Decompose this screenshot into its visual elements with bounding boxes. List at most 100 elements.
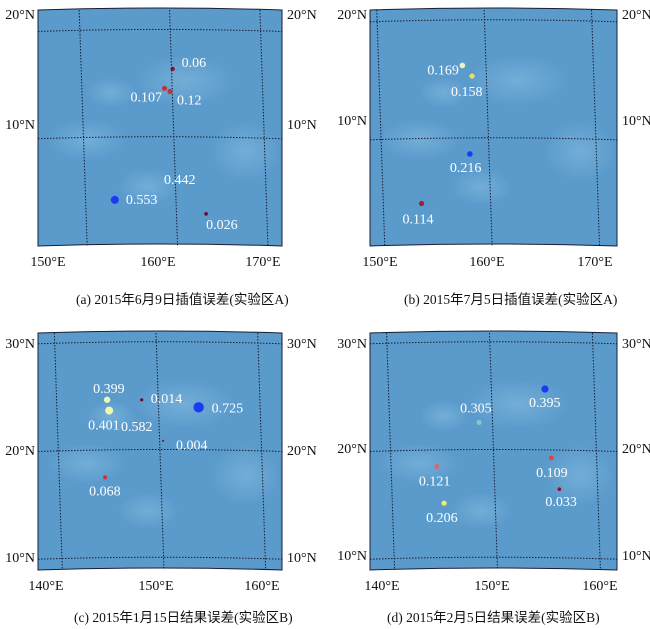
x-tick-label-c-0: 140°E xyxy=(28,579,63,594)
x-tick-label-b-1: 160°E xyxy=(469,255,504,270)
value-label-b-1: 0.158 xyxy=(451,85,483,100)
parallel-d-30 xyxy=(369,341,618,345)
data-point-c-5 xyxy=(103,475,108,480)
meridian-b-150 xyxy=(376,9,386,247)
data-point-c-0 xyxy=(103,396,111,403)
y-tick-label-left-c-0: 30°N xyxy=(5,337,35,352)
data-point-b-3 xyxy=(418,200,425,207)
ocean-texture-a-2 xyxy=(210,121,281,182)
ocean-texture-b-4 xyxy=(419,77,470,108)
ocean-texture-a-3 xyxy=(117,169,178,205)
ocean-texture-b-0 xyxy=(379,119,460,160)
extra-value-label-c-0: 0.582 xyxy=(121,420,153,435)
parallel-d-20 xyxy=(369,449,618,452)
ocean-texture-d-0 xyxy=(379,443,460,484)
ocean-texture-c-4 xyxy=(86,400,137,431)
data-point-c-4 xyxy=(162,439,165,442)
value-label-c-5: 0.068 xyxy=(89,484,121,499)
ocean-texture-d-4 xyxy=(419,400,470,431)
ocean-texture-c-2 xyxy=(210,445,281,506)
ocean-texture-b-1 xyxy=(468,55,569,106)
value-label-a-2: 0.12 xyxy=(177,94,202,109)
value-label-d-4: 0.206 xyxy=(426,511,458,526)
map-panel-c: 0.399 0.014 0.401 0.725 0.004 0.068 0.582 xyxy=(37,330,283,571)
meridian-d-140 xyxy=(386,332,396,571)
meridian-b-170 xyxy=(591,9,601,247)
ocean-texture-a-4 xyxy=(86,77,137,108)
y-tick-label-left-d-2: 10°N xyxy=(337,549,367,564)
parallel-a-10 xyxy=(37,136,283,140)
map-panel-a: 0.06 0.107 0.12 0.553 0.026 0.442 xyxy=(37,7,283,247)
parallel-c-30 xyxy=(37,341,283,345)
parallel-a-20 xyxy=(37,28,283,32)
value-label-b-2: 0.216 xyxy=(450,161,482,176)
parallel-c-20 xyxy=(37,449,283,452)
data-point-d-0 xyxy=(541,385,549,393)
data-point-d-1 xyxy=(476,419,482,426)
y-tick-label-left-a-1: 10°N xyxy=(5,118,35,133)
parallel-b-10 xyxy=(369,137,618,141)
y-tick-label-right-a-0: 20°N xyxy=(287,8,317,23)
value-label-c-1: 0.014 xyxy=(151,392,183,407)
ocean-texture-c-1 xyxy=(134,379,235,430)
y-tick-label-right-d-2: 10°N xyxy=(622,549,650,564)
value-label-a-3: 0.553 xyxy=(126,193,158,208)
data-point-d-5 xyxy=(557,487,562,492)
y-tick-label-left-c-2: 10°N xyxy=(5,551,35,566)
data-point-c-1 xyxy=(140,398,144,402)
value-label-d-5: 0.033 xyxy=(545,495,577,510)
extra-value-label-a-0: 0.442 xyxy=(164,173,196,188)
data-point-c-3 xyxy=(193,402,204,413)
x-tick-label-d-1: 150°E xyxy=(474,579,509,594)
y-tick-label-left-a-0: 20°N xyxy=(5,8,35,23)
x-tick-label-a-2: 170°E xyxy=(245,255,280,270)
parallel-b-20 xyxy=(369,19,618,23)
data-point-a-1 xyxy=(161,85,168,91)
value-label-b-3: 0.114 xyxy=(403,213,434,228)
caption-a: (a) 2015年6月9日插值误差(实验区A) xyxy=(76,292,289,307)
y-tick-label-right-b-0: 20°N xyxy=(622,8,650,23)
value-label-a-4: 0.026 xyxy=(206,218,238,233)
value-label-a-1: 0.107 xyxy=(131,90,163,105)
meridian-c-140 xyxy=(53,332,63,571)
meridian-c-160 xyxy=(257,332,267,571)
value-label-d-0: 0.395 xyxy=(529,396,561,411)
caption-c: (c) 2015年1月15日结果误差(实验区B) xyxy=(74,610,293,625)
data-point-a-3 xyxy=(110,195,119,204)
meridian-a-170 xyxy=(259,9,269,247)
meridian-a-160 xyxy=(169,9,179,247)
y-tick-label-right-b-1: 10°N xyxy=(622,114,650,129)
data-point-b-2 xyxy=(467,151,473,157)
data-point-a-4 xyxy=(204,212,208,216)
y-tick-label-left-b-1: 10°N xyxy=(337,114,367,129)
x-tick-label-c-1: 150°E xyxy=(138,579,173,594)
value-label-d-1: 0.305 xyxy=(460,401,492,416)
x-tick-label-b-0: 150°E xyxy=(362,255,397,270)
data-point-c-2 xyxy=(105,406,114,415)
meridian-b-160 xyxy=(483,9,493,247)
value-label-d-3: 0.109 xyxy=(536,466,568,481)
ocean-texture-d-3 xyxy=(451,492,512,529)
value-label-b-0: 0.169 xyxy=(427,63,459,78)
y-tick-label-right-c-0: 30°N xyxy=(287,337,317,352)
y-tick-label-right-d-0: 30°N xyxy=(622,337,650,352)
x-tick-label-a-1: 160°E xyxy=(140,255,175,270)
meridian-d-160 xyxy=(591,332,601,571)
ocean-texture-b-3 xyxy=(451,169,512,205)
map-panel-b: 0.169 0.158 0.216 0.114 xyxy=(369,7,618,247)
map-panel-d: 0.395 0.305 0.121 0.109 0.206 0.033 xyxy=(369,330,618,571)
y-tick-label-left-c-1: 20°N xyxy=(5,444,35,459)
meridian-c-150 xyxy=(155,332,165,571)
y-tick-label-right-d-1: 20°N xyxy=(622,442,650,457)
y-tick-label-right-a-1: 10°N xyxy=(287,118,317,133)
x-tick-label-b-2: 170°E xyxy=(577,255,612,270)
data-point-a-0 xyxy=(170,66,175,72)
meridian-a-150 xyxy=(78,9,88,247)
data-point-d-2 xyxy=(434,464,440,469)
x-tick-label-d-2: 160°E xyxy=(582,579,617,594)
y-tick-label-right-c-2: 10°N xyxy=(287,551,317,566)
y-tick-label-left-d-0: 30°N xyxy=(337,337,367,352)
data-point-d-4 xyxy=(441,500,447,506)
value-label-c-4: 0.004 xyxy=(176,439,208,454)
value-label-c-0: 0.399 xyxy=(93,382,125,397)
